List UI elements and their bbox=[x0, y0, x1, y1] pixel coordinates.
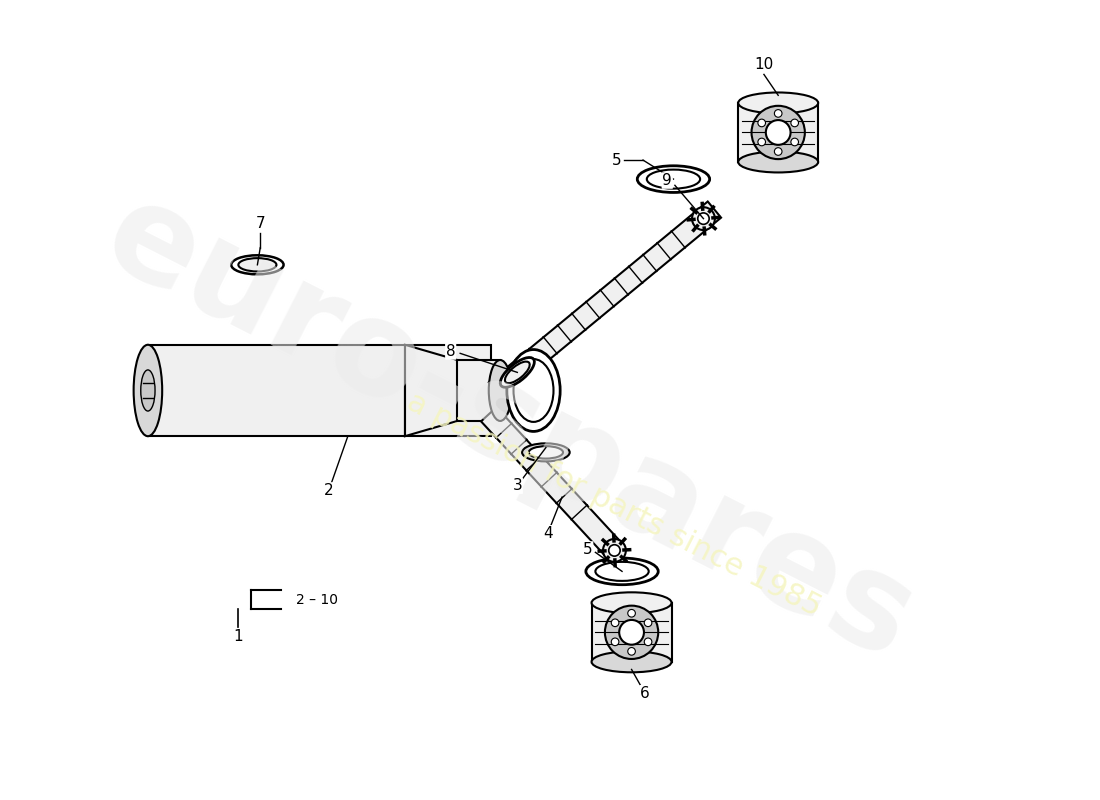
Polygon shape bbox=[738, 103, 818, 162]
Text: 5: 5 bbox=[583, 542, 593, 557]
Text: 10: 10 bbox=[755, 58, 773, 72]
Circle shape bbox=[612, 638, 619, 646]
Polygon shape bbox=[147, 345, 491, 436]
Text: 2: 2 bbox=[324, 483, 333, 498]
Ellipse shape bbox=[592, 592, 672, 614]
Circle shape bbox=[612, 619, 619, 626]
Ellipse shape bbox=[141, 370, 155, 411]
Ellipse shape bbox=[738, 151, 818, 173]
Ellipse shape bbox=[231, 255, 284, 274]
Circle shape bbox=[751, 106, 805, 159]
Circle shape bbox=[774, 148, 782, 155]
Circle shape bbox=[605, 606, 658, 659]
Text: 5: 5 bbox=[612, 153, 621, 167]
Ellipse shape bbox=[637, 166, 710, 193]
Circle shape bbox=[758, 138, 766, 146]
Circle shape bbox=[692, 207, 715, 230]
Ellipse shape bbox=[738, 93, 818, 114]
Ellipse shape bbox=[650, 171, 697, 187]
Circle shape bbox=[791, 119, 799, 126]
Ellipse shape bbox=[500, 358, 535, 387]
Ellipse shape bbox=[522, 443, 570, 462]
Polygon shape bbox=[592, 602, 672, 662]
Ellipse shape bbox=[488, 360, 512, 421]
Ellipse shape bbox=[239, 258, 276, 271]
Ellipse shape bbox=[586, 558, 658, 585]
Circle shape bbox=[645, 638, 652, 646]
Circle shape bbox=[645, 619, 652, 626]
Circle shape bbox=[774, 110, 782, 118]
Circle shape bbox=[603, 539, 626, 562]
Text: 8: 8 bbox=[446, 344, 455, 359]
Ellipse shape bbox=[516, 362, 551, 419]
Polygon shape bbox=[458, 360, 500, 421]
Ellipse shape bbox=[592, 651, 672, 672]
Ellipse shape bbox=[133, 345, 162, 436]
Ellipse shape bbox=[505, 362, 530, 383]
Ellipse shape bbox=[514, 359, 553, 422]
Ellipse shape bbox=[647, 170, 700, 189]
Circle shape bbox=[766, 120, 791, 145]
Polygon shape bbox=[488, 202, 722, 398]
Circle shape bbox=[628, 647, 636, 655]
Text: euro-spares: euro-spares bbox=[85, 170, 935, 687]
Ellipse shape bbox=[507, 350, 560, 431]
Text: 7: 7 bbox=[255, 216, 265, 231]
Text: 9: 9 bbox=[662, 173, 672, 188]
Ellipse shape bbox=[529, 446, 563, 458]
Ellipse shape bbox=[598, 563, 646, 579]
Circle shape bbox=[758, 119, 766, 126]
Text: 6: 6 bbox=[640, 686, 650, 701]
Text: 1: 1 bbox=[233, 629, 243, 644]
Circle shape bbox=[791, 138, 799, 146]
Polygon shape bbox=[481, 407, 623, 558]
Text: 2 – 10: 2 – 10 bbox=[296, 593, 339, 607]
Text: a passion for parts since 1985: a passion for parts since 1985 bbox=[403, 387, 826, 622]
Ellipse shape bbox=[595, 562, 649, 581]
Polygon shape bbox=[405, 345, 458, 436]
Text: 3: 3 bbox=[513, 478, 522, 493]
Circle shape bbox=[697, 213, 710, 224]
Circle shape bbox=[608, 545, 620, 556]
Circle shape bbox=[628, 610, 636, 617]
Circle shape bbox=[619, 620, 644, 645]
Text: 4: 4 bbox=[543, 526, 552, 541]
